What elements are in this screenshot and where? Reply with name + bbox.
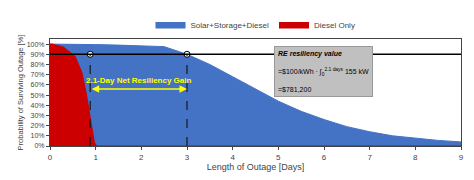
svg-text:80%: 80% xyxy=(31,61,45,68)
svg-text:RE resiliency value=$100/kWh ·: RE resiliency value=$100/kWh · ∫​0​​2.1 … xyxy=(278,50,369,93)
svg-text:50%: 50% xyxy=(31,92,45,99)
svg-text:0%: 0% xyxy=(34,142,44,149)
svg-text:90%: 90% xyxy=(31,51,45,58)
svg-text:8: 8 xyxy=(413,153,418,162)
svg-text:60%: 60% xyxy=(31,81,45,88)
svg-text:70%: 70% xyxy=(31,71,45,78)
svg-text:5: 5 xyxy=(276,153,281,162)
svg-text:Probability of Surviving Outag: Probability of Surviving Outage [%] xyxy=(16,35,25,151)
svg-text:0: 0 xyxy=(48,153,53,162)
svg-text:Diesel Only: Diesel Only xyxy=(314,21,355,30)
svg-text:100%: 100% xyxy=(27,41,45,48)
svg-text:40%: 40% xyxy=(31,102,45,109)
svg-text:20%: 20% xyxy=(31,122,45,129)
svg-text:10%: 10% xyxy=(31,132,45,139)
svg-text:6: 6 xyxy=(322,153,327,162)
svg-text:Solar+Storage+Diesel: Solar+Storage+Diesel xyxy=(191,21,269,30)
svg-text:2.1-Day Net Resiliency Gain: 2.1-Day Net Resiliency Gain xyxy=(86,76,191,85)
svg-text:30%: 30% xyxy=(31,112,45,119)
svg-text:9: 9 xyxy=(459,153,464,162)
svg-text:Length of Outage [Days]: Length of Outage [Days] xyxy=(207,162,305,172)
svg-text:2: 2 xyxy=(139,153,144,162)
svg-text:1: 1 xyxy=(93,153,98,162)
svg-text:3: 3 xyxy=(185,153,190,162)
svg-text:7: 7 xyxy=(367,153,372,162)
svg-text:4: 4 xyxy=(230,153,235,162)
